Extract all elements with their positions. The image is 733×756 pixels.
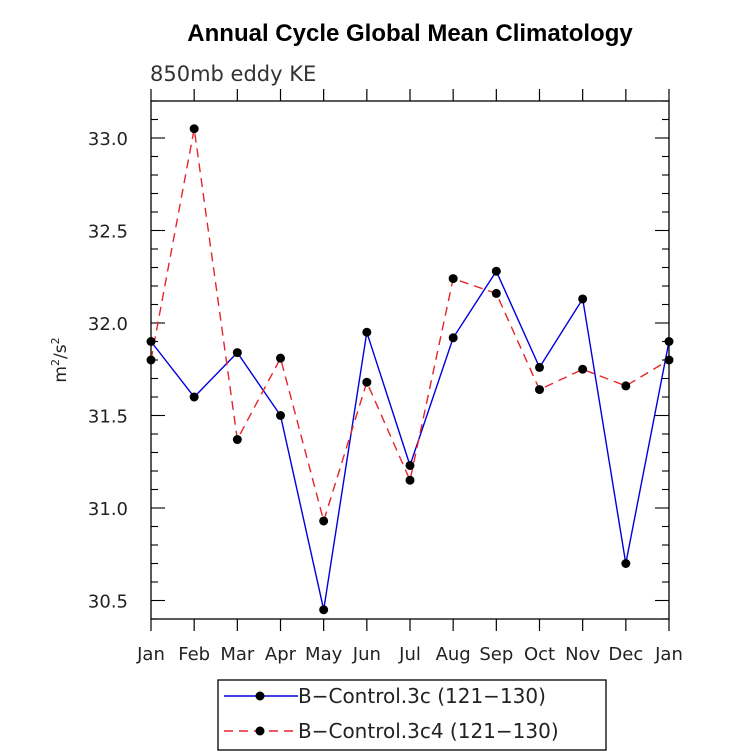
data-point-series-1 (405, 460, 415, 470)
data-point-series-1 (578, 294, 588, 304)
data-point-series-2 (621, 381, 631, 391)
x-tick-label: Nov (565, 644, 600, 665)
data-point-series-1 (276, 411, 285, 420)
y-tick-label: 33.0 (88, 129, 128, 150)
x-tick-label: Apr (265, 644, 297, 665)
data-point-series-1 (362, 327, 372, 337)
plot-frame (150, 100, 670, 620)
data-point-series-1 (448, 333, 458, 343)
x-tick-label: Jan (654, 644, 683, 665)
y-axis-label: m2/s2 (49, 337, 71, 382)
x-tick-label: Feb (178, 644, 210, 665)
data-point-series-2 (491, 288, 501, 298)
y-axis-label-base: m (51, 366, 71, 383)
data-point-series-2 (535, 385, 544, 395)
x-tick-label: Mar (220, 644, 255, 665)
data-point-series-2 (405, 475, 415, 485)
data-point-series-2 (578, 364, 588, 374)
data-point-series-2 (664, 355, 674, 365)
legend-marker-series-2 (255, 726, 265, 736)
x-tick-label: Oct (524, 644, 555, 665)
legend: B−Control.3c (121−130) B−Control.3c4 (12… (217, 679, 607, 751)
data-point-series-2 (362, 377, 372, 387)
data-point-series-2 (189, 124, 199, 134)
legend-label-series-1: B−Control.3c (121−130) (298, 684, 546, 708)
y-tick-label: 32.5 (88, 222, 128, 243)
data-point-series-1 (664, 337, 674, 346)
series-line-1 (150, 269, 670, 610)
series-layer (146, 124, 674, 615)
data-point-series-2 (448, 274, 458, 284)
data-point-series-1 (189, 392, 199, 402)
y-tick-label: 32.0 (88, 314, 128, 335)
y-axis-label-sup: 2 (49, 359, 62, 366)
data-point-series-2 (319, 516, 329, 526)
data-point-series-1 (491, 266, 501, 276)
x-tick-label: Sep (479, 644, 513, 665)
x-tick-label: Jan (136, 644, 165, 665)
y-axis-label-sup2: 2 (49, 337, 62, 344)
axis-ticks: Jan Feb Mar Apr May Jun Jul Aug Sep Oct Nov Dec Jan 3… (88, 89, 683, 665)
y-tick-label: 30.5 (88, 592, 128, 613)
x-tick-label: Aug (436, 644, 471, 665)
data-point-series-1 (621, 559, 631, 568)
chart-subtitle: 850mb eddy KE (150, 62, 316, 86)
data-point-series-1 (232, 348, 242, 358)
y-tick-label: 31.0 (88, 499, 128, 520)
x-tick-label: Jun (352, 644, 381, 665)
data-point-series-2 (276, 353, 285, 363)
data-point-series-1 (535, 362, 544, 372)
x-tick-label: Dec (608, 644, 643, 665)
data-point-series-1 (146, 337, 156, 346)
data-point-series-2 (232, 435, 242, 445)
y-axis-label-mid: /s (51, 344, 71, 359)
chart-title: Annual Cycle Global Mean Climatology (187, 20, 633, 47)
legend-box (217, 679, 607, 751)
y-tick-label: 31.5 (88, 407, 128, 428)
x-tick-label: Jul (398, 644, 421, 665)
legend-label-series-2: B−Control.3c4 (121−130) (298, 719, 559, 743)
x-tick-label: May (305, 644, 343, 665)
legend-marker-series-1 (255, 691, 265, 701)
data-point-series-1 (319, 605, 329, 615)
data-point-series-2 (146, 355, 156, 365)
